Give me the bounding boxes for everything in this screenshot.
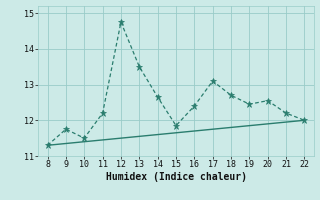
X-axis label: Humidex (Indice chaleur): Humidex (Indice chaleur)	[106, 172, 246, 182]
